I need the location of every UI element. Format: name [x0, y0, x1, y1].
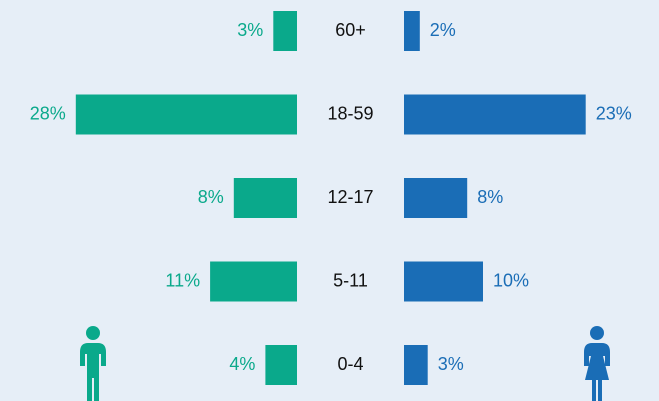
bar [273, 11, 297, 51]
value-label: 8% [198, 187, 224, 207]
category-label: 18-59 [327, 103, 373, 123]
bar [404, 345, 428, 385]
female-icon [584, 326, 610, 401]
value-label: 3% [438, 354, 464, 374]
value-label: 11% [165, 270, 200, 290]
value-label: 10% [493, 270, 529, 290]
value-label: 4% [229, 354, 255, 374]
value-label: 8% [477, 187, 503, 207]
category-label: 12-17 [327, 187, 373, 207]
category-label: 60+ [335, 20, 366, 40]
bar [233, 178, 297, 218]
bar [210, 261, 297, 302]
bar [404, 11, 420, 51]
category-label: 5-11 [333, 270, 368, 290]
bar [404, 94, 586, 135]
value-label: 3% [237, 20, 263, 40]
value-label: 28% [30, 103, 66, 123]
value-label: 23% [596, 103, 632, 123]
male-icon [80, 326, 106, 401]
value-label: 2% [430, 20, 456, 40]
bar [265, 345, 297, 385]
category-label: 0-4 [337, 354, 363, 374]
bar [404, 261, 483, 302]
bar [404, 178, 468, 218]
bar [75, 94, 297, 135]
